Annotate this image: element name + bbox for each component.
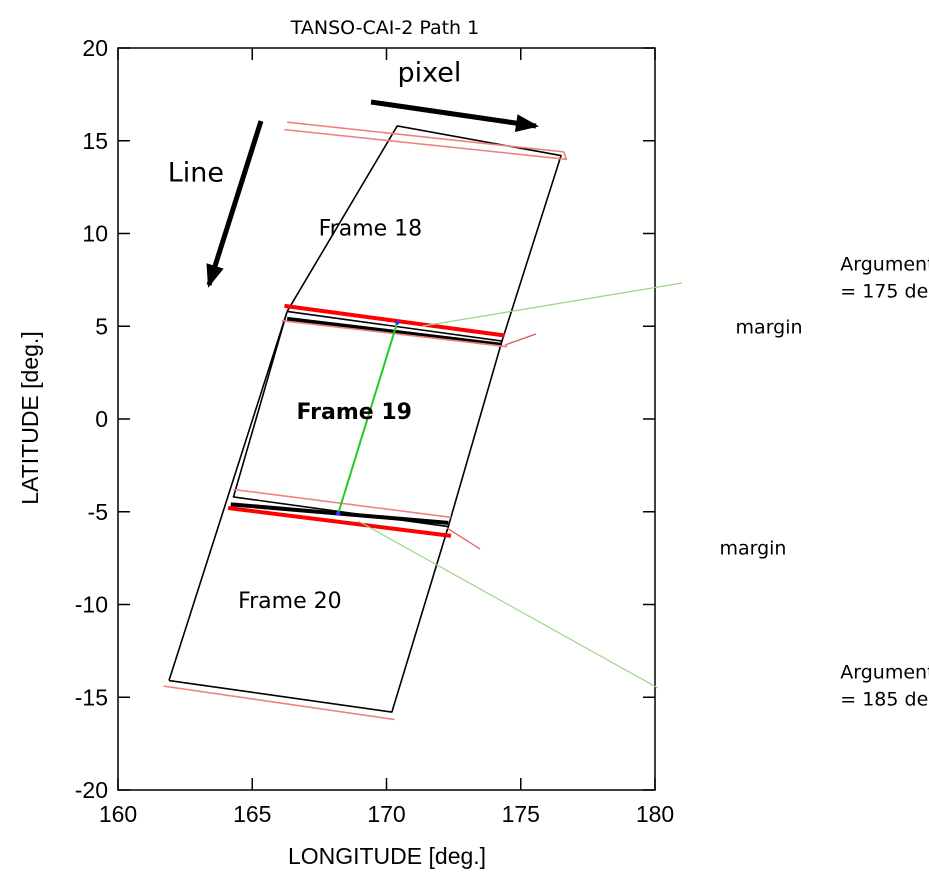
y-tick-label: 15 <box>82 128 108 154</box>
annotation-pixel: pixel <box>398 57 462 88</box>
line-arrow-shaft <box>206 120 264 286</box>
series-layer <box>163 121 568 721</box>
boundary-point <box>335 511 341 516</box>
annotation-frame-20: Frame 20 <box>238 589 342 614</box>
leader-line <box>422 282 683 327</box>
y-tick-label: 10 <box>82 221 108 247</box>
series-line-0 <box>168 125 562 713</box>
y-tick-label: -5 <box>88 499 108 525</box>
annotation-argument-of-latitude: Argument of latitude <box>840 254 929 276</box>
x-axis-label: LONGITUDE [deg.] <box>288 843 486 869</box>
annotation-value: = 185 deg. <box>840 689 929 711</box>
pixel-arrow-head <box>514 114 539 133</box>
x-tick-label: 175 <box>502 801 540 827</box>
annotation-margin: margin <box>719 537 786 559</box>
x-tick-label: 165 <box>233 801 271 827</box>
annotation-value: = 175 deg. <box>840 281 929 303</box>
series-line-8 <box>163 685 395 721</box>
axis-ticks: 160 165 170 175 180 20 15 10 5 0 -5 -10 -15 -20 <box>75 35 674 827</box>
series-line-4 <box>227 506 452 538</box>
x-tick-label: 180 <box>636 801 674 827</box>
y-tick-label: 0 <box>95 406 108 432</box>
annotation-frame-19: Frame 19 <box>297 400 412 425</box>
series-line-5 <box>284 121 568 161</box>
annotation-leaders <box>206 99 683 689</box>
annotation-line: Line <box>168 158 224 189</box>
y-tick-label: -10 <box>75 592 108 618</box>
y-tick-label: -15 <box>75 684 108 710</box>
y-tick-label: 5 <box>95 313 108 339</box>
annotation-frame-18: Frame 18 <box>319 216 423 241</box>
y-tick-label: -20 <box>75 777 108 803</box>
x-tick-label: 160 <box>99 801 137 827</box>
annotations-layer: pixel Line Frame 18 Frame 19 Frame 20 Argumen… <box>168 57 929 710</box>
chart-title: TANSO-CAI-2 Path 1 <box>290 17 479 39</box>
boundary-point <box>395 320 400 325</box>
y-axis-label: LATITUDE [deg.] <box>17 331 43 504</box>
line-arrow-head <box>206 263 224 288</box>
x-tick-label: 170 <box>367 801 405 827</box>
annotation-argument-of-latitude: Argument of latitude <box>840 662 929 684</box>
leader-line <box>357 520 659 689</box>
series-line-3 <box>284 303 505 338</box>
leader-line <box>504 333 537 346</box>
y-tick-label: 20 <box>82 35 108 61</box>
pixel-arrow-shaft <box>370 99 537 129</box>
annotation-margin: margin <box>736 317 803 339</box>
series-line-9 <box>337 322 399 514</box>
leader-line <box>446 527 481 550</box>
